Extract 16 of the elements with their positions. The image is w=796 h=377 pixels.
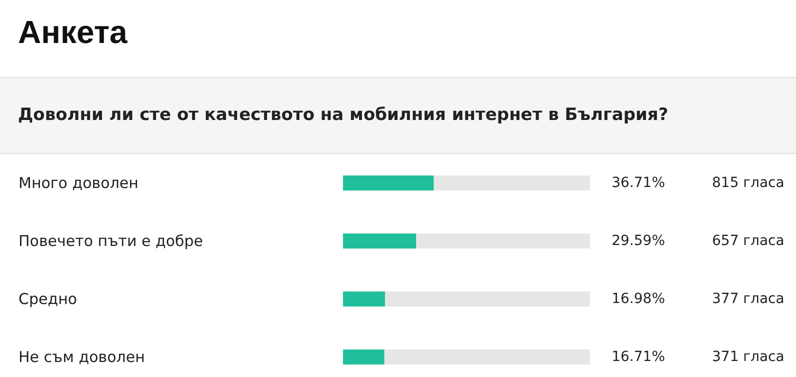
text: Анкета: [0, 0, 796, 78]
y-tick-label: Средно: [18, 290, 78, 308]
text: 371 гласа: [712, 349, 784, 365]
text: 657 гласа: [712, 233, 784, 249]
text: 815 гласа: [712, 175, 784, 191]
data-label: 29.59%: [612, 233, 665, 249]
data-label: 16.71%: [612, 349, 665, 365]
y-tick-label: Повечето пъти е добре: [18, 232, 204, 250]
bar: [343, 291, 385, 307]
y-tick-label: Много доволен: [18, 174, 138, 192]
y-tick-label: Не съм доволен: [18, 348, 145, 366]
bar: [343, 349, 384, 365]
text: 377 гласа: [712, 291, 784, 307]
data-label: 36.71%: [612, 175, 665, 191]
data-label: 16.98%: [612, 291, 665, 307]
chart-subtitle: Доволни ли сте от качеството на мобилния интернет в България?: [0, 78, 796, 154]
